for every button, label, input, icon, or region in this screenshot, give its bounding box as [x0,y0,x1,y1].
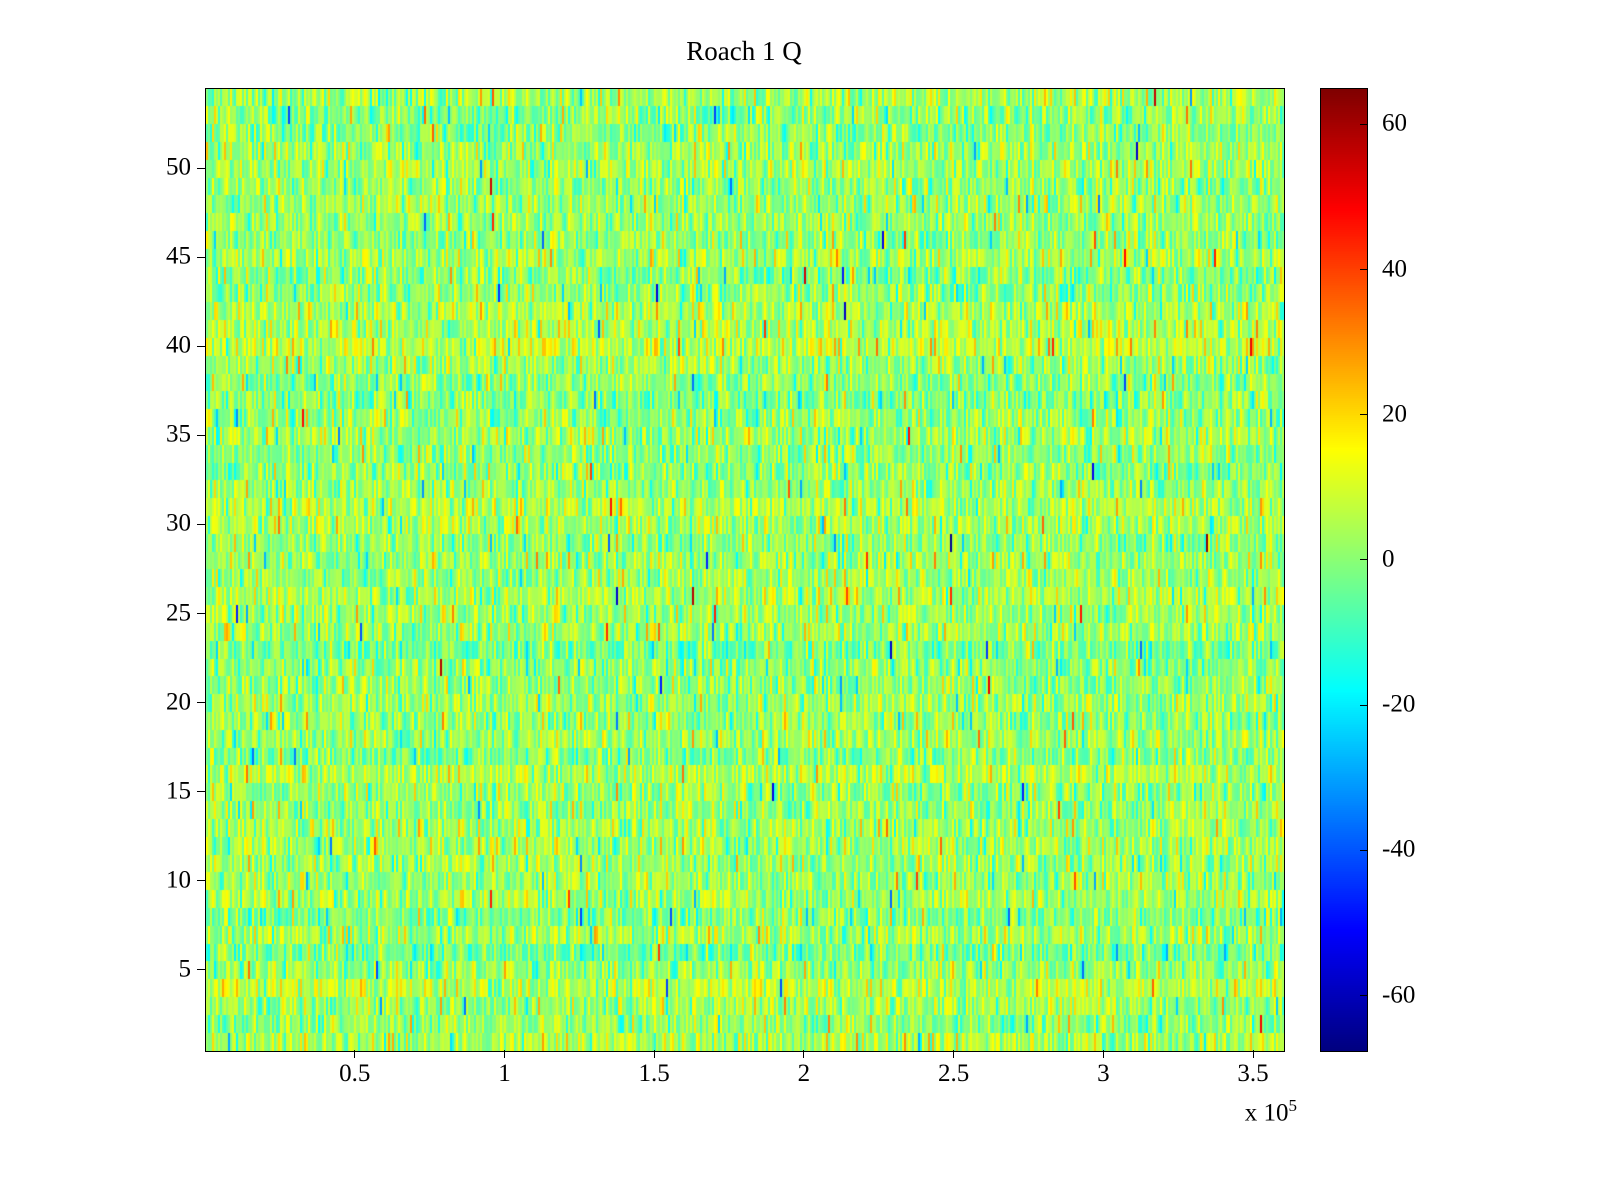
y-tick-mark [197,345,205,347]
x-tick-label: 3.5 [1237,1060,1269,1087]
x-tick-label: 3 [1097,1060,1110,1087]
x-tick-label: 1 [498,1060,511,1087]
colorbar-tick-label: 0 [1382,545,1395,573]
y-tick-mark [197,791,205,793]
x-tick-mark [653,1050,655,1058]
colorbar-tick-label: 20 [1382,400,1407,428]
colorbar-tick-label: -20 [1382,690,1416,718]
colorbar-tick-mark [1360,995,1368,997]
x-tick-label: 0.5 [339,1060,371,1087]
x-tick-mark [803,1050,805,1058]
y-tick-label: 20 [166,688,191,716]
x-tick-mark [503,1050,505,1058]
x-tick-mark [953,1050,955,1058]
colorbar-tick-mark [1360,559,1368,561]
y-tick-mark [197,969,205,971]
y-tick-label: 10 [166,866,191,894]
y-tick-label: 25 [166,598,191,626]
colorbar-tick-mark [1360,414,1368,416]
y-tick-label: 30 [166,509,191,537]
colorbar-tick-mark [1360,123,1368,125]
x-axis-exponent-sup: 5 [1288,1096,1298,1115]
y-tick-label: 15 [166,777,191,805]
y-tick-label: 50 [166,153,191,181]
heatmap-image [205,88,1285,1052]
x-tick-label: 2 [797,1060,811,1087]
y-tick-mark [197,613,205,615]
y-tick-mark [197,523,205,525]
y-tick-mark [197,256,205,258]
colorbar [1320,88,1368,1052]
x-tick-mark [354,1050,356,1058]
chart-title: Roach 1 Q [686,36,802,66]
x-tick-mark [1252,1050,1254,1058]
x-axis-exponent-label: x 105 [1147,1096,1297,1127]
y-tick-mark [197,880,205,882]
colorbar-tick-label: -60 [1382,980,1416,1008]
y-tick-label: 45 [166,242,191,270]
y-tick-mark [197,702,205,704]
y-tick-label: 5 [178,955,192,983]
y-tick-mark [197,434,205,436]
colorbar-tick-mark [1360,704,1368,706]
colorbar-tick-label: 40 [1382,254,1407,282]
x-tick-label: 2.5 [937,1060,970,1087]
colorbar-tick-label: -40 [1382,835,1416,863]
colorbar-tick-mark [1360,849,1368,851]
x-tick-label: 1.5 [638,1060,670,1087]
x-axis-exponent-prefix: x 10 [1244,1099,1289,1127]
x-tick-mark [1102,1050,1104,1058]
y-tick-label: 35 [166,420,191,448]
colorbar-tick-label: 60 [1382,109,1407,137]
colorbar-tick-mark [1360,269,1368,270]
y-tick-label: 40 [166,331,191,359]
y-tick-mark [197,167,205,169]
